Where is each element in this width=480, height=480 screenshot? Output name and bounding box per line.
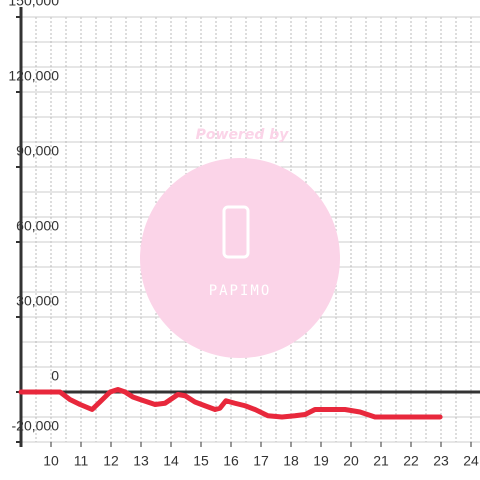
x-tick-label: 17 [253, 453, 269, 469]
y-tick-label: -20,000 [12, 418, 60, 434]
x-tick-label: 16 [223, 453, 239, 469]
watermark-phone [222, 205, 250, 259]
x-tick-label: 18 [283, 453, 299, 469]
x-tick-label: 10 [43, 453, 59, 469]
y-tick-label: 60,000 [16, 218, 59, 234]
y-tick-label: 120,000 [8, 68, 59, 84]
x-tick-label: 22 [403, 453, 419, 469]
x-tick-label: 24 [463, 453, 479, 469]
y-tick-label: 150,000 [8, 0, 59, 9]
x-tick-label: 21 [373, 453, 389, 469]
x-tick-label: 20 [343, 453, 359, 469]
y-tick-label: 0 [51, 368, 59, 384]
x-tick-label: 13 [133, 453, 149, 469]
x-tick-label: 15 [193, 453, 209, 469]
x-tick-label: 11 [74, 453, 89, 469]
y-tick-label: 30,000 [16, 293, 59, 309]
x-tick-label: 12 [103, 453, 119, 469]
x-tick-label: 14 [163, 453, 179, 469]
y-tick-label: 90,000 [16, 143, 59, 159]
watermark-text: Powered by [196, 127, 290, 143]
x-tick-label: 19 [313, 453, 329, 469]
line-series [18, 387, 443, 420]
x-tick-label: 23 [433, 453, 449, 469]
watermark-logo: PAPIMO [209, 283, 272, 299]
watermark: Powered by PAPIMO [140, 127, 340, 358]
